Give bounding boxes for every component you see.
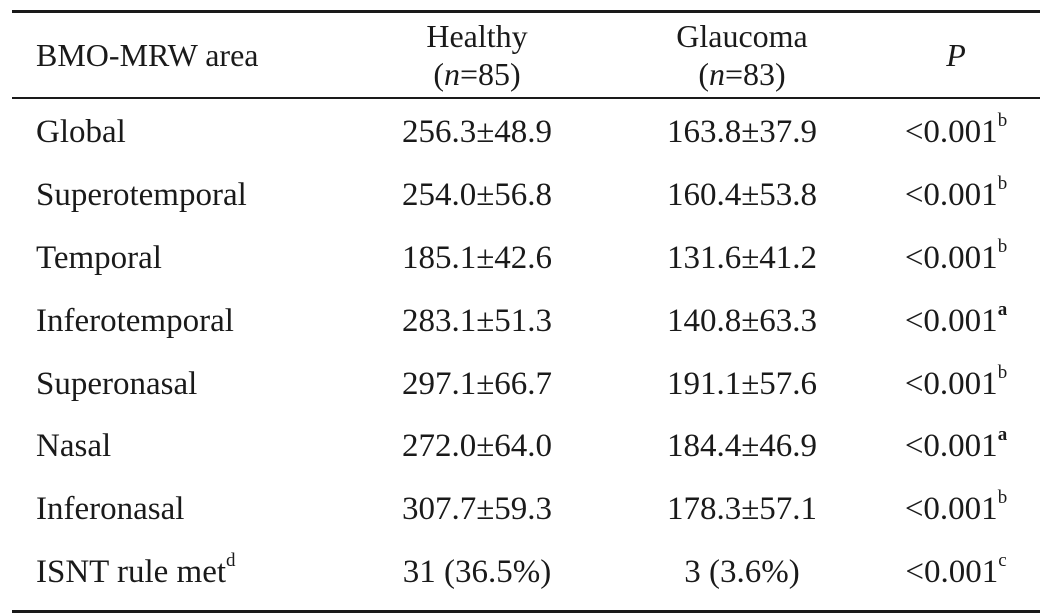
cell-area: ISNT rule metd	[36, 549, 236, 590]
table-row: Temporal 185.1±42.6 131.6±41.2 <0.001b	[12, 227, 1040, 290]
cell-healthy: 256.3±48.9	[401, 114, 553, 151]
header-area-label: BMO-MRW area	[36, 37, 259, 73]
cell-p: <0.001a	[904, 424, 1008, 465]
comparison-table: BMO-MRW area Healthy (n=85) Glaucoma (n=…	[12, 10, 1040, 613]
header-glaucoma-label: Glaucoma	[676, 18, 808, 54]
cell-p: <0.001b	[904, 235, 1008, 276]
header-rule	[12, 97, 1040, 99]
top-rule	[12, 10, 1040, 13]
header-healthy-label: Healthy	[426, 18, 528, 54]
cell-glaucoma: 163.8±37.9	[666, 114, 818, 151]
header-glaucoma: Glaucoma (n=83)	[592, 17, 852, 93]
cell-area: Nasal	[36, 428, 112, 465]
table-row: Superonasal 297.1±66.7 191.1±57.6 <0.001…	[12, 353, 1040, 416]
cell-glaucoma: 3 (3.6%)	[684, 553, 800, 590]
table-row: ISNT rule metd 31 (36.5%) 3 (3.6%) <0.00…	[12, 541, 1040, 604]
cell-glaucoma: 178.3±57.1	[666, 491, 818, 528]
cell-area: Superotemporal	[36, 177, 247, 214]
cell-glaucoma: 184.4±46.9	[666, 428, 818, 465]
cell-glaucoma: 131.6±41.2	[666, 239, 818, 276]
header-glaucoma-n: (n=83)	[698, 56, 786, 92]
table-row: Inferonasal 307.7±59.3 178.3±57.1 <0.001…	[12, 478, 1040, 541]
header-p: P	[852, 36, 1040, 74]
cell-p: <0.001b	[904, 487, 1008, 528]
cell-healthy: 254.0±56.8	[401, 177, 553, 214]
cell-area: Temporal	[36, 239, 162, 276]
bottom-rule	[12, 609, 1040, 613]
table-row: Superotemporal 254.0±56.8 160.4±53.8 <0.…	[12, 164, 1040, 227]
cell-p: <0.001b	[904, 110, 1008, 151]
cell-area: Superonasal	[36, 365, 198, 402]
cell-p: <0.001b	[904, 361, 1008, 402]
cell-healthy: 31 (36.5%)	[402, 553, 552, 590]
cell-p: <0.001b	[904, 173, 1008, 214]
cell-area: Inferotemporal	[36, 302, 234, 339]
table-row: Global 256.3±48.9 163.8±37.9 <0.001b	[12, 102, 1040, 165]
header-healthy-n: (n=85)	[433, 56, 521, 92]
cell-p: <0.001a	[904, 298, 1008, 339]
header-area: BMO-MRW area	[12, 36, 312, 74]
cell-healthy: 283.1±51.3	[401, 302, 553, 339]
header-p-label: P	[946, 37, 966, 73]
cell-healthy: 272.0±64.0	[401, 428, 553, 465]
table-row: Inferotemporal 283.1±51.3 140.8±63.3 <0.…	[12, 290, 1040, 353]
cell-p: <0.001c	[905, 549, 1007, 590]
table-body: Global 256.3±48.9 163.8±37.9 <0.001b Sup…	[12, 102, 1040, 604]
cell-glaucoma: 160.4±53.8	[666, 177, 818, 214]
cell-glaucoma: 140.8±63.3	[666, 302, 818, 339]
cell-area: Inferonasal	[36, 491, 185, 528]
header-row: BMO-MRW area Healthy (n=85) Glaucoma (n=…	[12, 13, 1040, 97]
cell-healthy: 185.1±42.6	[401, 239, 553, 276]
header-healthy: Healthy (n=85)	[312, 17, 592, 93]
cell-healthy: 297.1±66.7	[401, 365, 553, 402]
cell-glaucoma: 191.1±57.6	[666, 365, 818, 402]
cell-healthy: 307.7±59.3	[401, 491, 553, 528]
cell-area: Global	[36, 114, 126, 151]
table-row: Nasal 272.0±64.0 184.4±46.9 <0.001a	[12, 415, 1040, 478]
